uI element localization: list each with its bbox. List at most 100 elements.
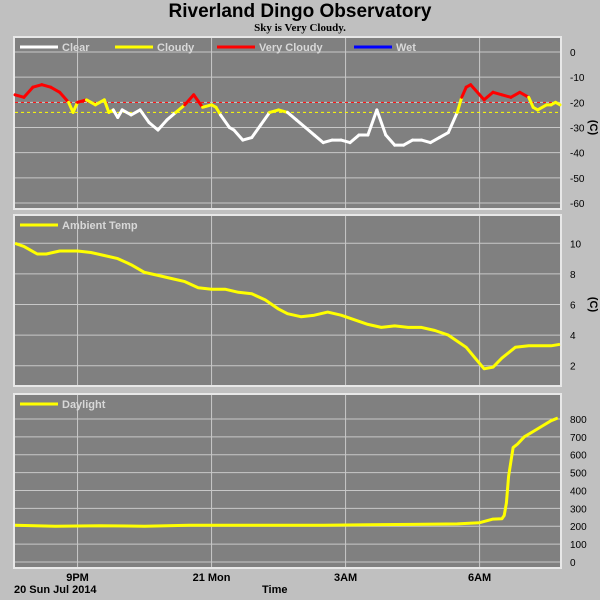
sky-series-segment: [469, 83, 482, 97]
date-label: 20 Sun Jul 2014: [14, 584, 97, 596]
sky-series-segment: [93, 98, 106, 107]
sky-series-segment: [482, 90, 495, 102]
sky-series-segment: [147, 120, 160, 132]
y-tick-label: 4: [570, 331, 576, 342]
sky-series-segment: [232, 128, 245, 142]
y-unit-label: (C): [587, 120, 599, 136]
sky-series-segment: [259, 110, 272, 127]
sky-series-segment: [375, 108, 388, 137]
sky-series-segment: [201, 103, 214, 109]
sky-series-segment: [76, 98, 88, 104]
sky-series-segment: [156, 118, 169, 132]
panel-daylight: 0 100 200 300 400 500 600 700 800 Daylight: [13, 393, 587, 569]
sky-series-segment: [13, 93, 26, 99]
y-tick-label: 500: [570, 469, 587, 480]
y-tick-label: -40: [570, 149, 585, 160]
sky-series-segment: [527, 95, 535, 109]
sky-series-segment: [268, 108, 281, 114]
panel-background: [15, 395, 560, 567]
sky-series-segment: [241, 136, 254, 142]
sky-series-segment: [138, 108, 151, 124]
y-tick-label: 0: [570, 48, 576, 59]
ambient-temp-series: [14, 241, 561, 371]
sky-series-segment: [339, 138, 352, 145]
sky-series-segment: [286, 110, 298, 122]
y-tick-label: -60: [570, 199, 585, 210]
sky-series-segment: [384, 133, 397, 147]
sky-series-segment: [58, 90, 71, 104]
x-tick-label: 6AM: [468, 572, 491, 584]
y-tick-label: 400: [570, 486, 587, 497]
legend-label: Clear: [62, 42, 90, 54]
sky-series-segment: [536, 103, 549, 112]
daylight-series: [14, 416, 559, 528]
sky-series-segment: [120, 108, 133, 117]
legend-label: Very Cloudy: [259, 42, 323, 54]
sky-series-segment: [102, 98, 111, 114]
sky-series-segment: [183, 93, 196, 107]
sky-status-subtitle: Sky is Very Cloudy.: [254, 22, 346, 34]
sky-series-segment: [250, 123, 263, 140]
sky-series-segment: [321, 138, 334, 145]
y-tick-label: 700: [570, 433, 587, 444]
sky-series-segment: [509, 90, 522, 99]
sky-series-segment: [49, 85, 62, 94]
legend-label: Daylight: [62, 399, 106, 411]
sky-series-segment: [294, 118, 307, 129]
y-tick-label: 6: [570, 301, 576, 312]
y-unit-label: (C): [587, 297, 599, 313]
y-tick-label: 2: [570, 362, 576, 373]
y-tick-label: 300: [570, 504, 587, 515]
sky-series-segment: [366, 108, 379, 137]
sky-series-segment: [22, 85, 35, 99]
sky-series-segment: [348, 133, 361, 145]
sky-series-segment: [446, 110, 459, 135]
sky-series-segment: [420, 138, 432, 145]
legend-label: Cloudy: [157, 42, 195, 54]
sky-series-segment: [437, 131, 450, 140]
sky-series-segment: [31, 83, 44, 89]
sky-series-segment: [71, 100, 80, 114]
panel-ambient-temp: 2 4 6 8 10 (C) Ambient Temp: [13, 214, 599, 387]
panel-sky: 0 -10 -20 -30 -40 -50 -60 (C) Clear Cloudy Very Cl…: [13, 36, 599, 210]
panel-background: [15, 38, 560, 208]
sky-series-segment: [402, 138, 415, 147]
panel-background: [15, 216, 560, 385]
sky-series-segment: [218, 113, 231, 129]
x-tick-label: 3AM: [334, 572, 357, 584]
y-tick-label: -50: [570, 174, 585, 185]
y-tick-label: 800: [570, 415, 587, 426]
x-tick-label: 21 Mon: [193, 572, 231, 584]
sky-series-segment: [192, 93, 205, 109]
sky-series-segment: [500, 93, 513, 99]
y-tick-label: 10: [570, 239, 582, 250]
y-tick-label: 8: [570, 270, 576, 281]
y-tick-label: 200: [570, 522, 587, 533]
sky-series-segment: [460, 85, 468, 99]
legend-label: Wet: [396, 42, 416, 54]
x-axis-label: Time: [262, 584, 288, 596]
sky-series-segment: [165, 110, 178, 122]
legend-label: Ambient Temp: [62, 220, 138, 232]
sky-series-segment: [491, 90, 504, 97]
sky-series-segment: [554, 100, 562, 107]
sky-series-segment: [129, 108, 142, 117]
sky-series-segment: [428, 136, 441, 145]
page-title: Riverland Dingo Observatory: [168, 1, 432, 22]
sky-series-segment: [518, 90, 531, 99]
y-tick-label: -30: [570, 124, 585, 135]
sky-series-segment: [40, 83, 53, 89]
x-tick-label: 9PM: [66, 572, 89, 584]
y-tick-label: 600: [570, 451, 587, 462]
y-tick-label: -10: [570, 73, 585, 84]
y-tick-label: 0: [570, 558, 576, 569]
sky-series-segment: [312, 133, 325, 145]
sky-series-segment: [455, 95, 464, 114]
sky-series-segment: [84, 98, 97, 107]
y-tick-label: -20: [570, 98, 585, 109]
sky-series-segment: [277, 108, 289, 114]
sky-series-segment: [174, 103, 187, 114]
y-tick-label: 100: [570, 540, 587, 551]
sky-series-segment: [303, 126, 316, 137]
